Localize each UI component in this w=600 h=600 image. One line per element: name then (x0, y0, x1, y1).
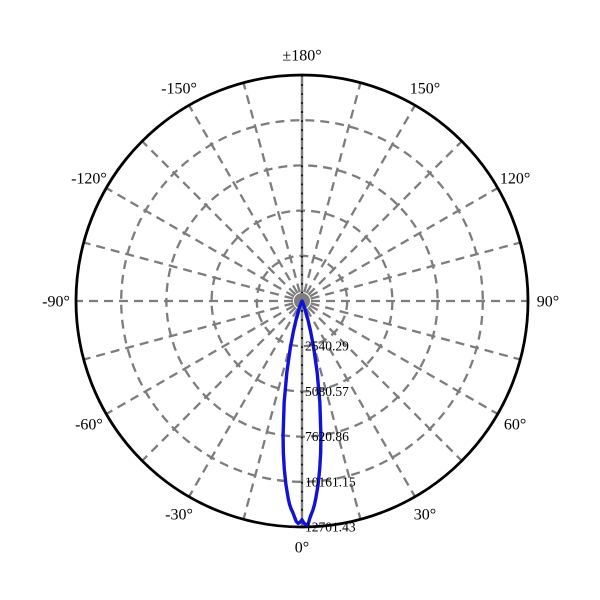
angle-tick-label: 90° (537, 294, 559, 311)
polar-grid-spoke (310, 302, 521, 361)
polar-grid-spoke (83, 241, 294, 300)
angle-tick-label: 0° (295, 540, 309, 557)
polar-grid-spoke (105, 187, 295, 298)
angle-tick-label: -150° (161, 80, 197, 97)
polar-grid-spoke (141, 140, 297, 296)
angle-tick-label: -90° (42, 294, 70, 311)
polar-grid-spoke (310, 241, 521, 300)
polar-grid-spoke (303, 82, 362, 293)
angle-tick-label: ±180° (282, 48, 321, 65)
angle-tick-label: 30° (414, 507, 436, 524)
angle-tick-label: -60° (75, 417, 103, 434)
polar-grid-spoke (309, 187, 499, 298)
angle-tick-label: 120° (500, 171, 530, 188)
polar-grid-spoke (307, 140, 463, 296)
radial-tick-label: 10161.15 (305, 474, 356, 489)
radial-tick-label: 2540.29 (305, 339, 349, 354)
angle-tick-label: 60° (504, 417, 526, 434)
polar-grid-spoke (242, 82, 301, 293)
intensity-curve (281, 299, 323, 527)
polar-grid-spoke (83, 302, 294, 361)
polar-grid-spoke (141, 306, 297, 462)
radial-tick-label: 5080.57 (305, 384, 349, 399)
polar-grid-spoke (188, 308, 299, 498)
radial-tick-label: 12701.43 (305, 520, 356, 535)
angle-tick-label: -120° (71, 171, 107, 188)
angle-tick-label: 150° (410, 80, 440, 97)
polar-outer-circle (74, 73, 530, 529)
polar-grid-spoke (307, 306, 463, 462)
angle-tick-label: -30° (165, 507, 193, 524)
polar-grid-spoke (309, 304, 499, 415)
polar-grid-spoke (105, 304, 295, 415)
polar-grid-spoke (305, 104, 416, 294)
radial-tick-label: 7620.86 (305, 429, 349, 444)
polar-grid-spoke (188, 104, 299, 294)
polar-grid-spoke (305, 308, 416, 498)
